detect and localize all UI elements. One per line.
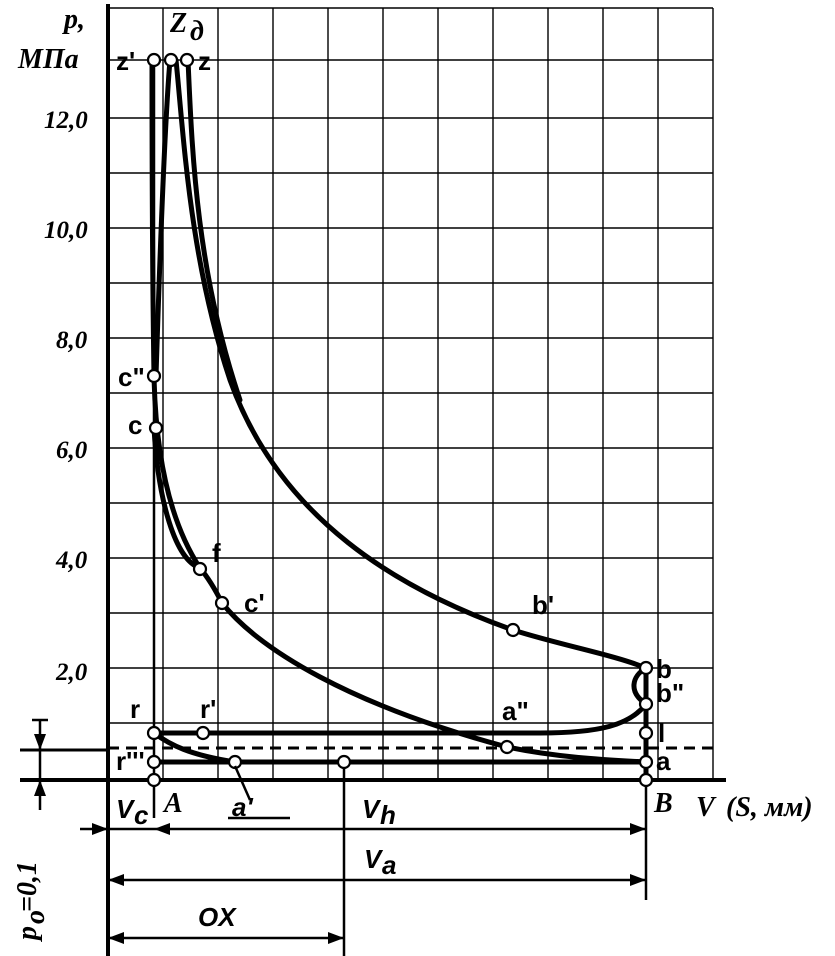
label-r-prime: r' bbox=[200, 694, 216, 724]
label-r: r bbox=[130, 694, 140, 724]
point-b bbox=[638, 660, 654, 676]
p0-label: p o =0,1 bbox=[12, 861, 51, 942]
label-r-tprime: r''' bbox=[116, 746, 145, 776]
va-label: V bbox=[364, 844, 384, 874]
grid bbox=[107, 7, 714, 780]
vc-arrow-left bbox=[92, 823, 108, 835]
label-z: z bbox=[198, 46, 211, 76]
p0-arrow-up bbox=[34, 780, 46, 796]
compression-curve-c2 bbox=[151, 373, 203, 571]
label-zd: Z bbox=[169, 8, 187, 39]
point-r-prime bbox=[195, 725, 211, 741]
point-r bbox=[146, 725, 162, 741]
point-r-tprime bbox=[146, 754, 162, 770]
label-b-dprime: b" bbox=[656, 678, 684, 708]
combustion-left bbox=[149, 57, 157, 379]
combustion-peak-left bbox=[153, 57, 173, 379]
point-f bbox=[192, 561, 208, 577]
point-markers bbox=[146, 52, 654, 788]
point-z-prime bbox=[146, 52, 162, 68]
expansion-curve-early bbox=[185, 57, 243, 403]
point-a bbox=[638, 754, 654, 770]
ox-arrow-left bbox=[108, 932, 124, 944]
label-z-prime: z' bbox=[116, 46, 135, 76]
svg-text:o: o bbox=[20, 910, 51, 924]
exhaust-b-to-l bbox=[151, 701, 649, 736]
label-f: f bbox=[212, 538, 221, 568]
y-tick-8: 8,0 bbox=[56, 327, 88, 354]
svg-text:=0,1: =0,1 bbox=[12, 861, 43, 912]
point-ox bbox=[336, 754, 352, 770]
point-c-prime bbox=[214, 595, 230, 611]
va-arrow-left bbox=[108, 874, 124, 886]
va-label-sub: a bbox=[382, 850, 396, 880]
y-tick-10: 10,0 bbox=[44, 217, 88, 244]
label-l: l bbox=[658, 718, 665, 748]
label-b-prime: b' bbox=[532, 590, 554, 620]
label-B: B bbox=[653, 788, 673, 819]
y-tick-4: 4,0 bbox=[55, 547, 88, 574]
label-a-dprime: a" bbox=[502, 696, 529, 726]
x-axis-label-v: V bbox=[696, 792, 717, 823]
label-b: b bbox=[656, 654, 672, 684]
point-c-dprime bbox=[146, 368, 162, 384]
label-c: c bbox=[128, 410, 142, 440]
y-tick-2: 2,0 bbox=[55, 659, 88, 686]
y-axis-unit: МПа bbox=[17, 44, 79, 75]
ox-arrow-right bbox=[328, 932, 344, 944]
point-l bbox=[638, 725, 654, 741]
point-B bbox=[638, 772, 654, 788]
vc-label: V bbox=[116, 794, 136, 824]
label-A: A bbox=[162, 788, 183, 819]
label-a: a bbox=[656, 746, 671, 776]
label-c-prime: c' bbox=[244, 588, 265, 618]
ox-label: OX bbox=[198, 902, 237, 932]
vh-arrow-right bbox=[630, 823, 646, 835]
vh-label-sub: h bbox=[380, 800, 396, 830]
vh-label: V bbox=[362, 794, 382, 824]
label-c-dprime: c" bbox=[118, 362, 145, 392]
x-axis-label-s: (S, мм) bbox=[726, 792, 813, 823]
y-tick-12: 12,0 bbox=[44, 107, 88, 134]
y-axis-label: p, bbox=[62, 4, 85, 35]
a-prime-leader bbox=[233, 765, 252, 801]
label-a-prime: a' bbox=[232, 792, 253, 822]
point-b-prime bbox=[505, 622, 521, 638]
point-a-dprime bbox=[499, 739, 515, 755]
point-zd bbox=[163, 52, 179, 68]
point-c bbox=[148, 420, 164, 436]
compression-curve-c bbox=[151, 425, 649, 765]
point-z bbox=[179, 52, 195, 68]
expansion-curve bbox=[173, 57, 649, 671]
label-zd-sub: д bbox=[190, 16, 204, 47]
y-tick-6: 6,0 bbox=[56, 437, 88, 464]
point-A bbox=[146, 772, 162, 788]
p0-arrow-down bbox=[34, 734, 46, 750]
svg-text:p: p bbox=[12, 926, 43, 942]
va-arrow-right bbox=[630, 874, 646, 886]
vc-arrow-right bbox=[154, 823, 170, 835]
point-b-dprime bbox=[638, 696, 654, 712]
vc-label-sub: c bbox=[134, 800, 149, 830]
